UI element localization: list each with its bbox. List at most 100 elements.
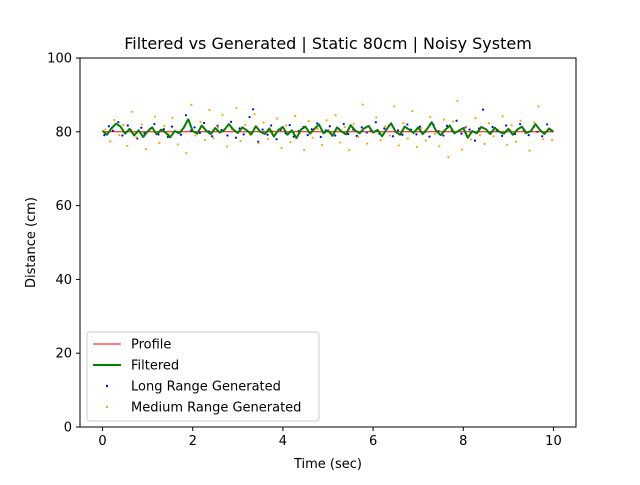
data-point: [397, 144, 400, 147]
data-point: [541, 135, 544, 138]
data-point: [184, 114, 188, 117]
data-point: [163, 124, 166, 127]
data-point: [528, 149, 531, 152]
x-axis-label: Time (sec): [293, 457, 362, 472]
legend-item: Profile: [93, 338, 171, 353]
data-point: [216, 126, 220, 129]
data-point: [396, 129, 399, 132]
data-point: [275, 117, 279, 120]
data-point: [321, 143, 324, 147]
data-point: [424, 139, 427, 142]
plot-frame: [79, 57, 577, 428]
data-point: [406, 137, 409, 140]
data-point: [482, 108, 485, 111]
data-point: [460, 132, 463, 135]
data-point: [374, 121, 377, 124]
data-point: [541, 138, 545, 141]
legend-label: Medium Range Generated: [131, 401, 301, 416]
data-point: [411, 110, 414, 113]
y-tick-label: 40: [55, 273, 72, 288]
series-medium-range-generated: [104, 99, 554, 159]
data-point: [406, 123, 409, 126]
data-point: [126, 144, 129, 147]
data-point: [514, 140, 518, 143]
data-point: [420, 127, 423, 130]
data-point: [229, 120, 233, 123]
data-point: [415, 133, 418, 136]
data-point: [117, 121, 120, 124]
x-tick-label: 8: [459, 434, 467, 449]
data-point: [428, 135, 431, 138]
data-point: [270, 124, 273, 127]
data-point: [433, 132, 436, 136]
data-point: [194, 134, 197, 137]
data-point: [253, 112, 256, 116]
data-point: [343, 125, 346, 129]
y-tick-label: 0: [64, 421, 72, 436]
data-point: [328, 125, 331, 128]
data-point: [190, 103, 193, 106]
data-point: [537, 105, 540, 108]
data-point: [198, 131, 202, 135]
data-point: [532, 121, 536, 124]
data-point: [456, 99, 459, 102]
legend-swatch: [105, 384, 109, 388]
data-point: [366, 142, 369, 145]
data-point: [375, 116, 378, 119]
data-point: [393, 105, 396, 108]
data-point: [140, 123, 143, 126]
data-point: [357, 135, 360, 139]
data-point: [303, 148, 306, 151]
data-point: [226, 134, 229, 137]
data-point: [280, 146, 283, 150]
data-point: [348, 149, 351, 152]
y-tick-label: 80: [55, 125, 72, 140]
series-line-filtered: [101, 118, 555, 140]
data-point: [153, 122, 156, 126]
data-point: [107, 125, 110, 128]
data-point: [131, 110, 134, 113]
legend-swatch: [105, 405, 109, 409]
data-point: [401, 133, 404, 136]
data-point: [438, 145, 441, 148]
data-point: [491, 125, 494, 129]
y-tick-label: 60: [55, 199, 72, 214]
data-point: [402, 121, 405, 125]
data-point: [334, 134, 337, 137]
data-point: [505, 143, 509, 146]
y-axis-ticks: 0 20 40 60 80 100: [47, 52, 80, 436]
legend-label: Long Range Generated: [131, 380, 281, 395]
data-point: [465, 125, 468, 128]
data-point: [306, 134, 309, 137]
legend-label: Filtered: [131, 359, 179, 374]
y-tick-label: 100: [47, 52, 72, 67]
data-point: [103, 134, 106, 137]
data-point: [415, 145, 418, 149]
data-point: [468, 128, 471, 131]
data-point: [109, 140, 112, 143]
data-point: [334, 114, 337, 117]
x-tick-label: 6: [369, 434, 377, 449]
data-point: [179, 133, 183, 136]
series-layer: [101, 99, 555, 159]
x-axis-ticks: 0 2 4 6 8 10: [98, 427, 562, 449]
data-point: [455, 119, 458, 122]
data-point: [289, 141, 292, 144]
data-point: [126, 124, 129, 127]
data-point: [111, 129, 115, 132]
data-point: [199, 120, 202, 123]
data-point: [221, 113, 224, 116]
data-point: [211, 135, 214, 138]
data-point: [171, 116, 174, 119]
data-point: [551, 139, 554, 142]
data-point: [307, 119, 310, 123]
legend-item: Long Range Generated: [105, 380, 281, 395]
data-point: [361, 103, 364, 106]
data-point: [510, 124, 513, 127]
x-tick-label: 0: [98, 434, 106, 449]
data-point: [104, 128, 107, 131]
data-point: [266, 133, 269, 136]
data-point: [203, 138, 207, 142]
